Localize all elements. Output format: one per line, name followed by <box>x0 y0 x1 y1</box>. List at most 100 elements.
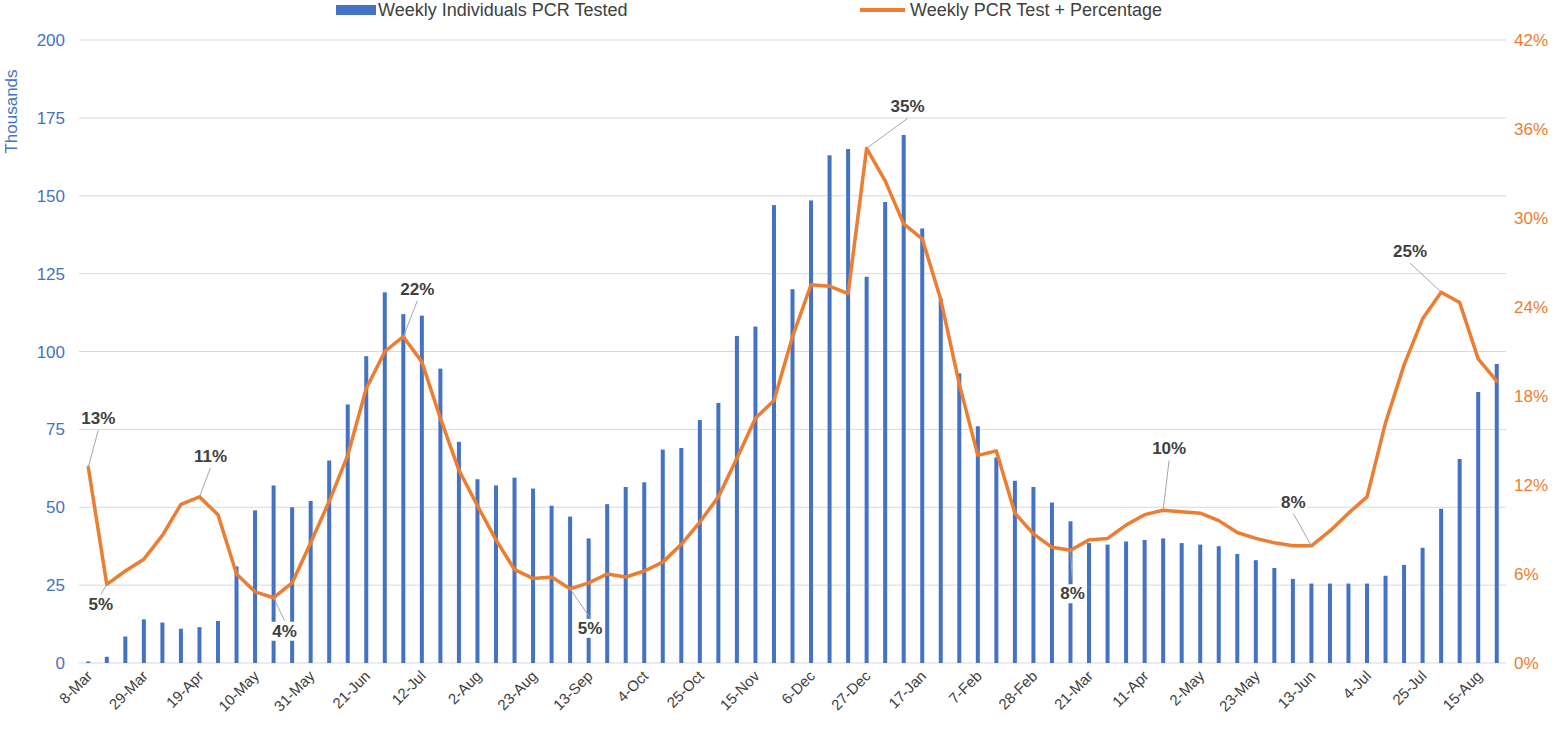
bar <box>1254 560 1258 663</box>
bar <box>920 228 924 663</box>
annotation-leader <box>403 301 417 337</box>
plot-area <box>86 135 1498 663</box>
y-tick-label: 75 <box>46 420 65 439</box>
bar <box>1495 364 1499 663</box>
x-tick-label: 27-Dec <box>828 667 875 714</box>
bar <box>1217 546 1221 663</box>
annotation: 4% <box>272 622 297 641</box>
bar <box>1291 579 1295 663</box>
x-tick-label: 8-Mar <box>56 667 96 707</box>
bar <box>976 426 980 663</box>
chart: 02550751001251501752000%6%12%18%24%30%36… <box>0 0 1557 744</box>
bar <box>383 292 387 663</box>
annotation: 5% <box>89 595 114 614</box>
annotation-leader <box>1070 550 1072 583</box>
bar <box>1143 540 1147 663</box>
bar <box>1272 568 1276 663</box>
y2-tick <box>1506 218 1509 219</box>
y-tick-label: 25 <box>46 576 65 595</box>
x-tick-label: 2-May <box>1166 667 1208 709</box>
y2-tick-label: 42% <box>1514 31 1548 50</box>
y2-tick <box>1506 663 1509 664</box>
y2-tick-label: 12% <box>1514 476 1548 495</box>
y2-tick-label: 30% <box>1514 209 1548 228</box>
y2-tick <box>1506 485 1509 486</box>
bar <box>846 149 850 663</box>
annotation: 25% <box>1393 242 1427 261</box>
annotation-leader <box>570 589 590 618</box>
x-tick-label: 25-Oct <box>663 667 707 711</box>
y2-tick-label: 0% <box>1514 654 1539 673</box>
bar <box>142 619 146 663</box>
x-tick-label: 10-May <box>215 667 263 715</box>
bar <box>772 205 776 663</box>
bar <box>160 623 164 663</box>
bar <box>309 501 313 663</box>
x-tick-label: 29-Mar <box>105 667 151 713</box>
bar <box>123 637 127 663</box>
annotation-leader <box>867 118 908 148</box>
annotation: 35% <box>891 97 925 116</box>
y2-tick <box>1506 40 1509 41</box>
bar <box>828 155 832 663</box>
bar <box>957 373 961 663</box>
annotation: 8% <box>1060 584 1085 603</box>
bar <box>494 485 498 663</box>
annotation: 5% <box>578 619 603 638</box>
y2-tick-label: 18% <box>1514 387 1548 406</box>
bar <box>1031 487 1035 663</box>
bar <box>1346 584 1350 663</box>
annotation-leader <box>199 468 210 497</box>
x-tick-label: 28-Feb <box>995 667 1041 713</box>
annotation-bg <box>87 595 116 614</box>
bar <box>216 621 220 663</box>
x-tick-label: 7-Feb <box>945 667 985 707</box>
y2-tick-label: 36% <box>1514 120 1548 139</box>
y2-tick-label: 24% <box>1514 298 1548 317</box>
annotation-bg <box>1058 584 1087 603</box>
annotation-bg <box>192 447 229 466</box>
bar <box>587 538 591 663</box>
bar <box>698 420 702 663</box>
bar <box>809 200 813 663</box>
bar <box>1180 543 1184 663</box>
bar <box>197 627 201 663</box>
annotation: 8% <box>1281 493 1306 512</box>
bar <box>902 135 906 663</box>
x-tick-label: 2-Aug <box>444 667 484 707</box>
x-tick-label: 4-Jul <box>1339 667 1374 702</box>
bar <box>1365 584 1369 663</box>
x-tick-label: 31-May <box>270 667 318 715</box>
annotation-leader <box>101 584 107 594</box>
bar <box>531 489 535 663</box>
bar <box>105 657 109 663</box>
y2-tick <box>1506 129 1509 130</box>
bar <box>661 450 665 663</box>
bar <box>939 299 943 663</box>
bar <box>1421 548 1425 663</box>
bar <box>1476 392 1480 663</box>
annotation-bg <box>1150 439 1188 458</box>
bar <box>86 661 90 663</box>
bar <box>1161 538 1165 663</box>
bar <box>1106 545 1110 663</box>
x-tick-label: 17-Jan <box>885 667 929 711</box>
bar <box>994 457 998 663</box>
x-tick-label: 23-Aug <box>494 667 540 713</box>
bar <box>1402 565 1406 663</box>
bar <box>1124 542 1128 663</box>
bar <box>327 461 331 663</box>
bar <box>401 314 405 663</box>
y-tick-label: 200 <box>37 31 65 50</box>
grid <box>79 40 1506 663</box>
annotation-leader <box>1293 514 1311 546</box>
x-tick-label: 15-Nov <box>716 667 763 714</box>
bar <box>346 404 350 663</box>
bar <box>1328 584 1332 663</box>
bar <box>1087 543 1091 663</box>
bar <box>550 506 554 663</box>
annotation: 11% <box>194 447 227 466</box>
bar <box>253 510 257 663</box>
bar <box>364 356 368 663</box>
y-tick-label: 50 <box>46 498 65 517</box>
